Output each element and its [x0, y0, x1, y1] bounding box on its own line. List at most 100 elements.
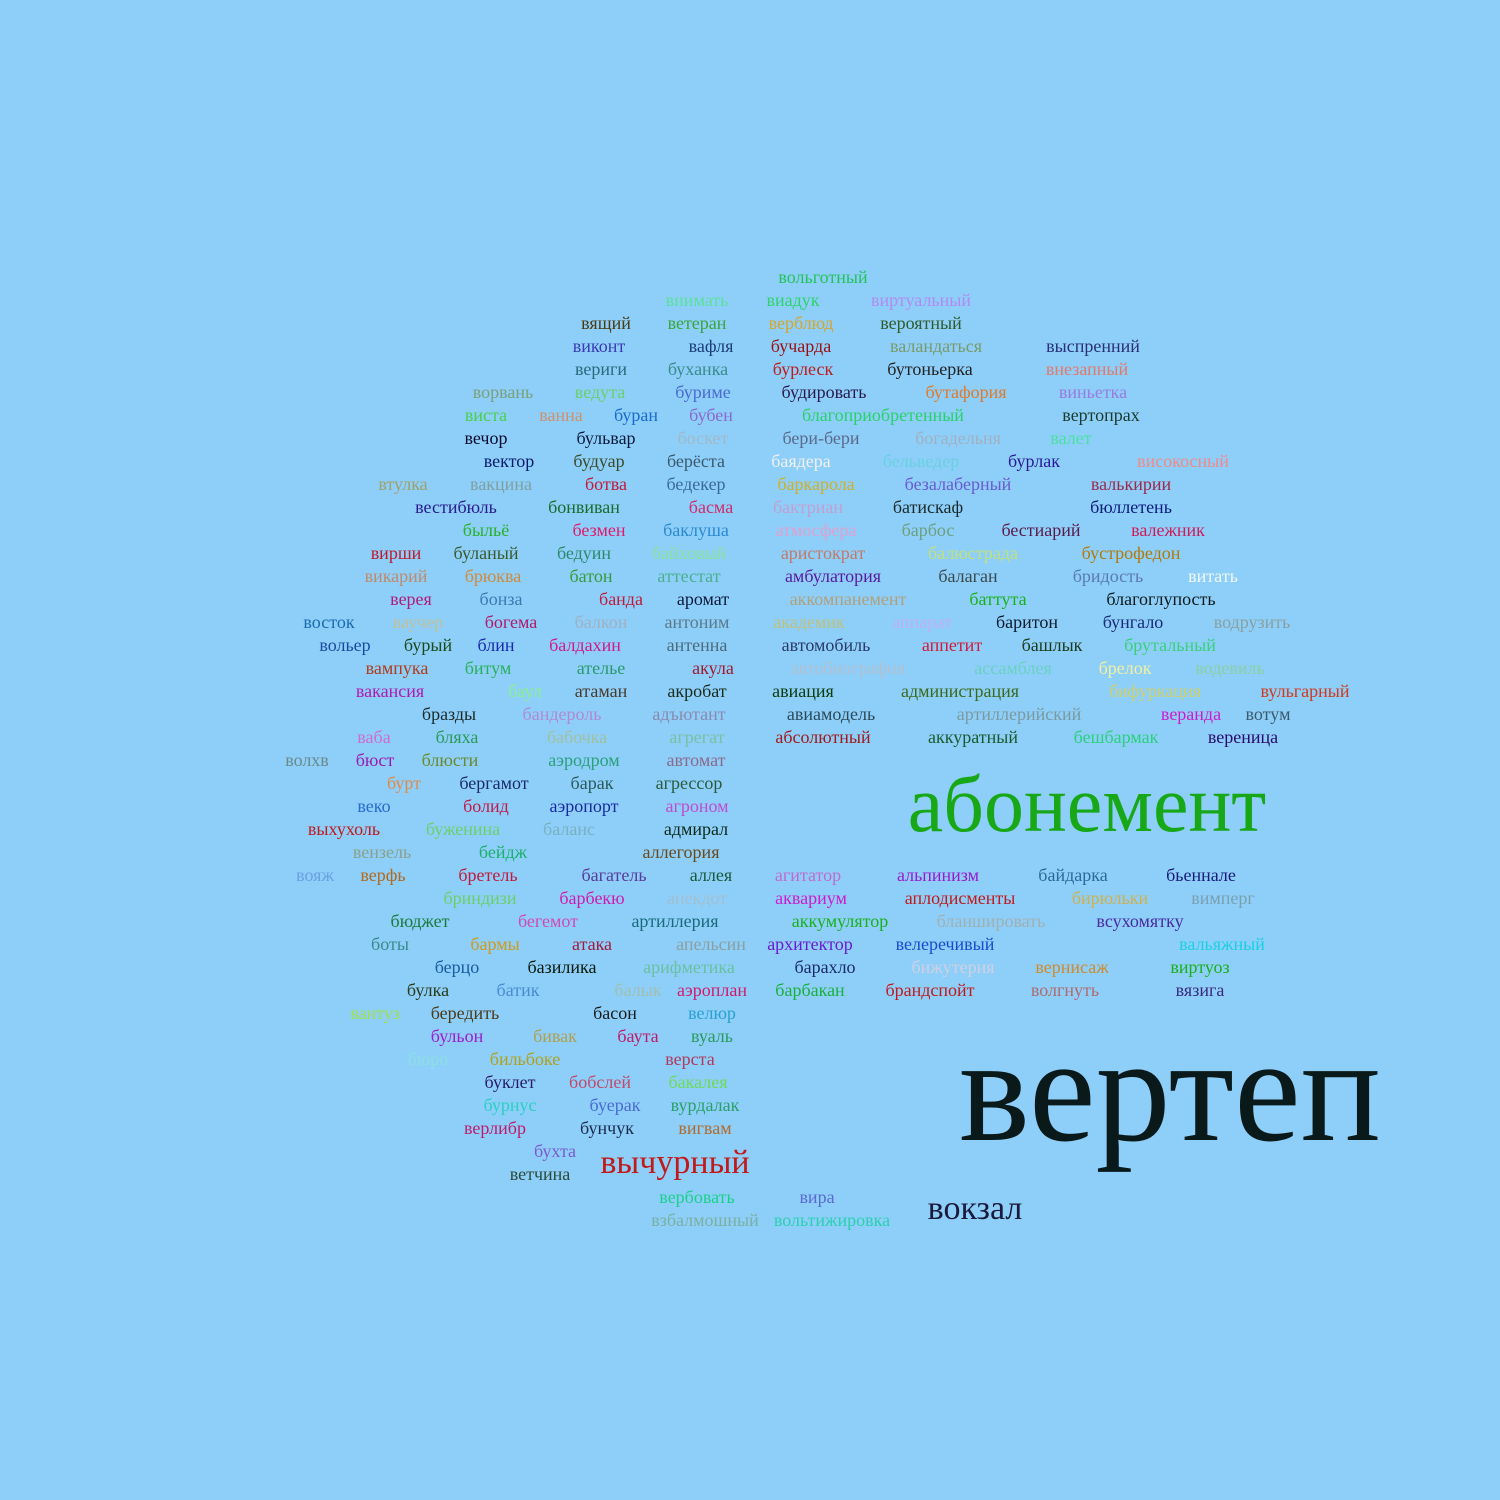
cloud-word: буран [613, 405, 659, 425]
cloud-word: вензель [352, 842, 412, 862]
cloud-word: балык [614, 980, 662, 1000]
cloud-word: бульон [430, 1026, 484, 1046]
cloud-word: восток [303, 612, 355, 632]
cloud-word: аквариум [775, 888, 847, 908]
cloud-word: брюква [464, 566, 522, 586]
cloud-word: ботва [584, 474, 628, 494]
cloud-word: барбос [901, 520, 955, 540]
cloud-word: басон [593, 1003, 637, 1023]
cloud-word: атака [571, 934, 613, 954]
cloud-word: аэродром [548, 750, 620, 770]
cloud-word: витать [1188, 566, 1238, 586]
cloud-word: брелок [1098, 658, 1152, 678]
cloud-word: автомобиль [781, 635, 871, 655]
cloud-word: валежник [1131, 520, 1205, 540]
cloud-word: благоглупость [1106, 589, 1216, 609]
cloud-word: башлык [1021, 635, 1083, 655]
cloud-word: ваба [357, 727, 391, 747]
cloud-word: бурт [386, 773, 422, 793]
cloud-word: бедекер [666, 474, 726, 494]
cloud-word: батик [496, 980, 540, 1000]
cloud-word: верлибр [464, 1118, 526, 1138]
cloud-word: волхв [285, 750, 329, 770]
cloud-word: вирши [370, 543, 422, 563]
cloud-word: внимать [665, 290, 729, 310]
cloud-word: базилика [527, 957, 597, 977]
cloud-word: вереница [1207, 727, 1279, 747]
cloud-word: бегемот [517, 911, 579, 931]
cloud-word: вальяжный [1179, 934, 1265, 954]
cloud-word: виста [464, 405, 508, 425]
cloud-word: вертеп [959, 1007, 1381, 1173]
cloud-word: бифуркация [1108, 681, 1202, 701]
cloud-word: арифметика [643, 957, 735, 977]
cloud-word: бивак [533, 1026, 577, 1046]
cloud-word: баритон [995, 612, 1059, 632]
cloud-word: аккомпанемент [789, 589, 907, 609]
cloud-word: вольтижировка [773, 1210, 891, 1230]
cloud-word: болид [463, 796, 509, 816]
cloud-word: аллегория [642, 842, 720, 862]
cloud-word: баркарола [777, 474, 855, 494]
cloud-word: всухомятку [1096, 911, 1184, 931]
cloud-word: баланс [543, 819, 595, 839]
cloud-word: внезапный [1045, 359, 1129, 379]
cloud-word: батон [569, 566, 613, 586]
cloud-word: виконт [572, 336, 626, 356]
cloud-word: бутоньерка [887, 359, 973, 379]
cloud-word: бакалея [668, 1072, 728, 1092]
cloud-word: боты [371, 934, 409, 954]
cloud-word: бабочка [546, 727, 608, 747]
cloud-word: виньетка [1058, 382, 1128, 402]
cloud-word: бери-бери [782, 428, 860, 448]
cloud-word: бухта [533, 1141, 577, 1161]
cloud-word: валькирии [1090, 474, 1172, 494]
cloud-word: буриме [675, 382, 731, 402]
cloud-word: верфь [360, 865, 406, 885]
cloud-word: бюджет [390, 911, 450, 931]
cloud-word: бутафория [925, 382, 1007, 402]
cloud-word: бриндизи [443, 888, 517, 908]
cloud-word: веранда [1160, 704, 1222, 724]
cloud-word: балаган [938, 566, 998, 586]
cloud-word: ветеран [667, 313, 727, 333]
cloud-word: аккуратный [928, 727, 1018, 747]
cloud-word: баядера [771, 451, 831, 471]
cloud-word: брутальный [1124, 635, 1216, 655]
cloud-word: безалаберный [904, 474, 1012, 494]
cloud-word: абсолютный [775, 727, 871, 747]
cloud-word: вязига [1175, 980, 1225, 1000]
cloud-word: банда [599, 589, 643, 609]
cloud-word: виртуальный [871, 290, 971, 310]
cloud-word: вероятный [880, 313, 962, 333]
cloud-word: булка [406, 980, 450, 1000]
cloud-word: велюр [688, 1003, 736, 1023]
cloud-word: бучарда [770, 336, 832, 356]
cloud-word: антенна [666, 635, 728, 655]
cloud-word: верста [665, 1049, 715, 1069]
cloud-word: вульгарный [1260, 681, 1350, 701]
cloud-word: валет [1050, 428, 1092, 448]
cloud-word: барбекю [559, 888, 625, 908]
cloud-word: балюстрада [928, 543, 1018, 563]
cloud-word: будуар [573, 451, 625, 471]
cloud-word: бурлак [1008, 451, 1060, 471]
cloud-word: ветчина [509, 1164, 571, 1184]
cloud-word: вакансия [355, 681, 425, 701]
cloud-word: вафля [688, 336, 734, 356]
cloud-word: вертопрах [1062, 405, 1140, 425]
cloud-word: буженина [425, 819, 501, 839]
cloud-word: барак [570, 773, 614, 793]
cloud-word: агрессор [655, 773, 723, 793]
cloud-word: бразды [421, 704, 477, 724]
cloud-word: абонемент [907, 761, 1267, 849]
cloud-word: ванна [539, 405, 583, 425]
cloud-word: амбулатория [784, 566, 882, 586]
cloud-word: бергамот [459, 773, 529, 793]
cloud-word: антоним [664, 612, 730, 632]
cloud-word: атмосфера [775, 520, 857, 540]
cloud-word: баттута [969, 589, 1027, 609]
cloud-word: блин [477, 635, 515, 655]
cloud-word: ваучер [392, 612, 444, 632]
cloud-word: балкон [574, 612, 628, 632]
